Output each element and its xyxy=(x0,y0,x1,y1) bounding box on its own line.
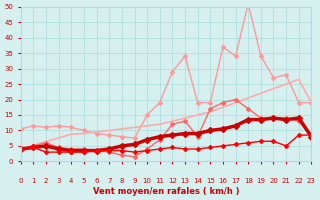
X-axis label: Vent moyen/en rafales ( km/h ): Vent moyen/en rafales ( km/h ) xyxy=(93,187,239,196)
